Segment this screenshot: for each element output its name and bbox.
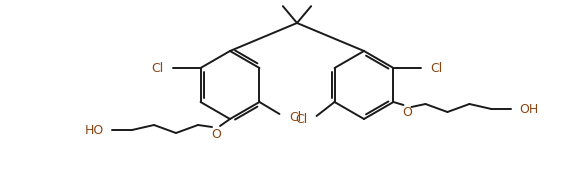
Text: HO: HO bbox=[85, 124, 104, 137]
Text: O: O bbox=[403, 105, 413, 119]
Text: Cl: Cl bbox=[151, 61, 163, 75]
Text: Cl: Cl bbox=[295, 112, 308, 125]
Text: Cl: Cl bbox=[289, 110, 302, 124]
Text: Cl: Cl bbox=[431, 61, 442, 75]
Text: OH: OH bbox=[519, 102, 539, 115]
Text: O: O bbox=[211, 127, 221, 140]
